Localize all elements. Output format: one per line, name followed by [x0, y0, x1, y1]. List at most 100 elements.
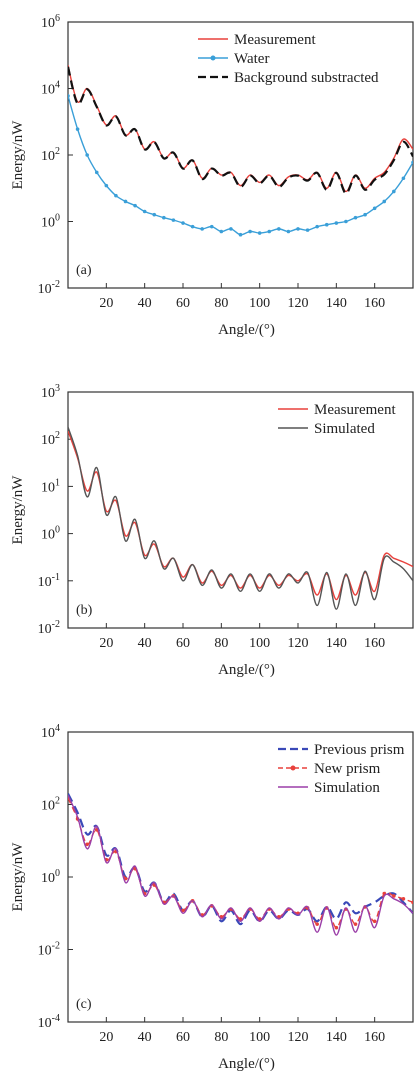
x-tick-label: 20 — [99, 1030, 113, 1045]
x-tick-label: 80 — [214, 1030, 228, 1045]
y-tick-label: 10-1 — [38, 572, 60, 590]
y-tick-label: 10-4 — [38, 1013, 60, 1031]
data-point — [85, 153, 89, 157]
x-tick-label: 100 — [249, 636, 270, 651]
data-point — [392, 189, 396, 194]
data-point — [277, 914, 281, 919]
y-axis-label: Energy/nW — [10, 842, 26, 912]
data-point — [324, 222, 329, 227]
legend-label: Simulated — [314, 421, 375, 437]
data-point — [190, 224, 195, 229]
x-tick-label: 100 — [249, 1030, 270, 1045]
data-point — [315, 224, 319, 229]
x-tick-label: 60 — [176, 1030, 190, 1045]
data-point — [401, 897, 406, 901]
data-point — [68, 94, 70, 98]
legend-label: Simulation — [314, 780, 380, 796]
series-line-water — [68, 95, 413, 236]
plot-frame — [67, 391, 414, 629]
y-tick-label: 102 — [41, 796, 60, 814]
y-tick-label: 100 — [41, 868, 60, 886]
data-point — [401, 176, 406, 181]
legend-label: Previous prism — [314, 742, 405, 758]
series-line-measurement — [68, 430, 413, 601]
x-tick-label: 140 — [326, 636, 347, 651]
legend-label: New prism — [314, 761, 381, 777]
x-tick-label: 140 — [326, 1030, 347, 1045]
y-axis-label: Energy/nW — [10, 475, 26, 545]
x-tick-label: 80 — [214, 636, 228, 651]
panel-label: (b) — [76, 603, 93, 618]
data-point — [267, 229, 272, 234]
y-tick-label: 10-2 — [38, 941, 60, 959]
x-tick-label: 80 — [214, 296, 228, 311]
legend-marker — [210, 55, 216, 61]
x-tick-label: 120 — [288, 636, 309, 651]
data-point — [75, 127, 80, 131]
data-point — [238, 232, 243, 237]
data-point — [209, 224, 214, 229]
y-tick-label: 104 — [41, 80, 60, 98]
data-point — [372, 206, 377, 211]
data-point — [94, 170, 99, 175]
data-point — [114, 193, 118, 198]
data-point — [353, 215, 358, 220]
series-line-simulation — [68, 794, 413, 936]
data-point — [171, 218, 176, 222]
y-tick-label: 106 — [41, 13, 60, 31]
x-tick-label: 120 — [288, 1030, 309, 1045]
data-point — [142, 209, 147, 214]
y-tick-label: 100 — [41, 213, 60, 231]
data-point — [353, 922, 358, 926]
y-tick-label: 102 — [41, 146, 60, 164]
data-point — [181, 221, 185, 225]
data-point — [296, 227, 300, 231]
data-point — [411, 160, 413, 165]
panel-label: (c) — [76, 997, 92, 1012]
legend-label: Measurement — [234, 32, 316, 48]
data-point — [372, 919, 377, 924]
legend-label: Background substracted — [234, 70, 379, 86]
x-tick-label: 100 — [249, 296, 270, 311]
y-tick-label: 10-2 — [38, 619, 60, 637]
data-point — [85, 842, 89, 847]
y-tick-label: 101 — [41, 477, 60, 495]
series-line-background-substracted — [68, 66, 413, 195]
data-point — [382, 199, 387, 204]
data-point — [238, 917, 243, 921]
x-tick-label: 40 — [138, 296, 152, 311]
x-tick-label: 20 — [99, 296, 113, 311]
data-point — [133, 203, 137, 208]
x-axis-label: Angle/(°) — [218, 322, 275, 338]
legend-label: Measurement — [314, 402, 396, 418]
y-axis-label: Energy/nW — [10, 120, 26, 190]
x-axis-label: Angle/(°) — [218, 662, 275, 678]
data-point — [411, 900, 413, 905]
panel-a: 20 40 60 80 100 120 140 160 10-2 100 102 104 106 Angl… — [10, 13, 414, 338]
x-tick-label: 160 — [364, 296, 385, 311]
x-tick-label: 160 — [364, 636, 385, 651]
data-point — [229, 227, 233, 231]
x-tick-label: 60 — [176, 296, 190, 311]
x-tick-label: 140 — [326, 296, 347, 311]
data-point — [123, 199, 128, 204]
x-tick-label: 40 — [138, 1030, 152, 1045]
panel-c: 20 40 60 80 100 120 140 160 10-4 10-2 100 102 104 Ang… — [10, 723, 414, 1072]
data-point — [334, 221, 339, 225]
y-tick-label: 10-2 — [38, 279, 60, 297]
y-tick-label: 100 — [41, 525, 60, 543]
data-point — [200, 227, 204, 231]
panel-label: (a) — [76, 263, 92, 278]
x-tick-label: 60 — [176, 636, 190, 651]
y-tick-label: 104 — [41, 723, 60, 741]
data-point — [257, 231, 262, 235]
data-point — [363, 212, 367, 217]
y-tick-label: 103 — [41, 383, 60, 401]
x-tick-label: 160 — [364, 1030, 385, 1045]
data-point — [277, 227, 281, 231]
data-point — [104, 183, 109, 188]
data-point — [257, 917, 262, 921]
x-axis-label: Angle/(°) — [218, 1056, 275, 1072]
data-point — [181, 908, 185, 913]
